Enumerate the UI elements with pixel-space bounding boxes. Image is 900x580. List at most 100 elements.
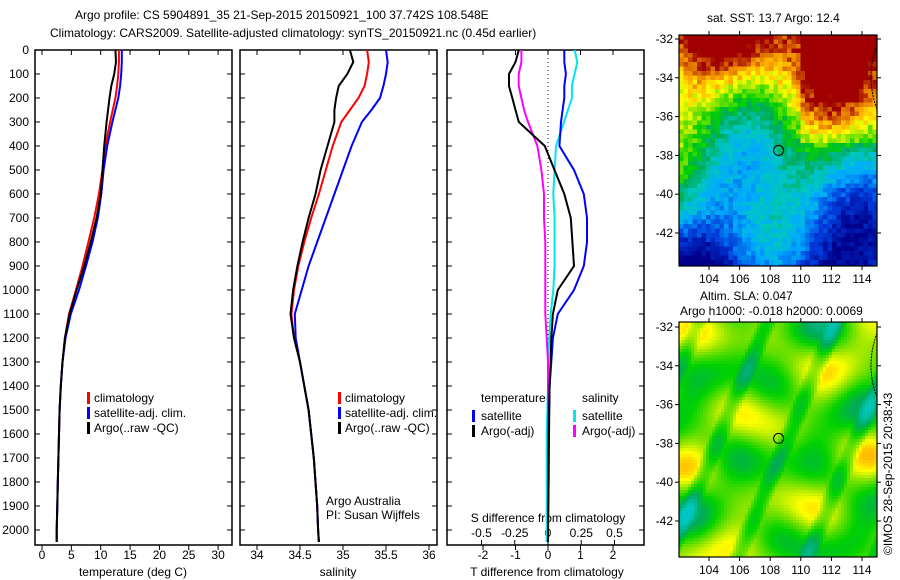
map-cell — [712, 385, 716, 389]
map-cell — [818, 48, 824, 54]
map-cell — [682, 334, 686, 338]
map-cell — [791, 188, 797, 193]
map-cell — [832, 340, 836, 344]
map-cell — [787, 331, 791, 335]
map-cell — [835, 376, 839, 380]
map-cell — [712, 322, 716, 326]
map-cell — [760, 134, 765, 139]
map-cell — [782, 183, 788, 189]
map-cell — [724, 174, 729, 180]
map-cell — [808, 358, 812, 362]
map-cell — [856, 400, 860, 404]
map-cell — [769, 370, 773, 374]
map-cell — [772, 424, 776, 428]
map-cell — [805, 328, 809, 332]
map-cell — [715, 358, 719, 362]
map-cell — [742, 179, 747, 184]
map-cell — [859, 93, 864, 99]
map-cell — [854, 206, 860, 211]
map-cell — [763, 421, 767, 425]
depth-tick-label: 200 — [9, 91, 29, 105]
map-cell — [862, 346, 866, 350]
map-cell — [827, 125, 833, 130]
map-cell — [787, 334, 791, 338]
map-cell — [733, 107, 738, 112]
map-cell — [757, 358, 761, 362]
map-cell — [683, 66, 689, 72]
map-cell — [787, 233, 792, 238]
map-cell — [760, 331, 764, 335]
map-cell — [836, 134, 842, 139]
map-cell — [805, 325, 809, 329]
map-cell — [850, 352, 854, 356]
map-cell — [688, 418, 692, 422]
map-cell — [700, 322, 704, 326]
map-cell — [724, 406, 728, 410]
map-cell — [757, 421, 761, 425]
map-cell — [809, 183, 815, 189]
map-cell — [703, 394, 707, 398]
map-cell — [823, 343, 827, 347]
map-cell — [700, 391, 704, 395]
map-cell — [730, 340, 734, 344]
map-cell — [859, 179, 864, 184]
map-cell — [685, 418, 689, 422]
map-cell — [775, 394, 779, 398]
map-cell — [755, 147, 761, 153]
map-cell — [769, 102, 774, 108]
map-cell — [874, 346, 877, 350]
map-cell — [800, 210, 806, 216]
map-cell — [787, 418, 791, 422]
map-cell — [863, 179, 869, 184]
map-cell — [769, 251, 774, 256]
map-cell — [791, 98, 797, 103]
lon-tick-label: 108 — [760, 272, 780, 286]
map-cell — [697, 129, 702, 135]
map-cell — [787, 165, 792, 171]
map-cell — [847, 364, 851, 368]
map-cell — [719, 206, 725, 211]
map-1-image — [679, 322, 877, 557]
map-cell — [856, 343, 860, 347]
map-cell — [760, 219, 765, 225]
map-cell — [718, 388, 722, 392]
map-cell — [772, 391, 776, 395]
map-cell — [808, 394, 812, 398]
map-cell — [835, 415, 839, 419]
map-cell — [710, 156, 716, 162]
map-cell — [863, 224, 869, 229]
map-cell — [764, 156, 770, 162]
map-cell — [709, 346, 713, 350]
map-cell — [859, 255, 864, 261]
map-cell — [760, 340, 764, 344]
map-cell — [710, 264, 716, 266]
map-cell — [751, 53, 756, 58]
map-cell — [778, 334, 782, 338]
map-cell — [832, 228, 837, 234]
map-cell — [764, 201, 770, 207]
lon-tick-label: 114 — [852, 272, 871, 286]
map-cell — [856, 364, 860, 368]
map-cell — [818, 143, 824, 148]
map-cell — [854, 264, 860, 266]
map-cell — [679, 192, 684, 198]
map-cell — [757, 343, 761, 347]
map-cell — [796, 412, 800, 416]
map-cell — [823, 80, 828, 85]
map-cell — [688, 373, 692, 377]
map-cell — [763, 430, 767, 434]
map-cell — [733, 210, 738, 216]
map-cell — [751, 210, 756, 216]
map-cell — [847, 394, 851, 398]
map-cell — [856, 328, 860, 332]
map-cell — [764, 165, 770, 171]
depth-tick-label: 1000 — [2, 283, 29, 297]
map-cell — [769, 264, 774, 266]
map-cell — [760, 156, 765, 162]
map-cell — [829, 397, 833, 401]
map-cell — [737, 116, 743, 121]
map-cell — [778, 403, 782, 407]
map-cell — [697, 35, 702, 40]
map-cell — [737, 165, 743, 171]
map-cell — [847, 325, 851, 329]
